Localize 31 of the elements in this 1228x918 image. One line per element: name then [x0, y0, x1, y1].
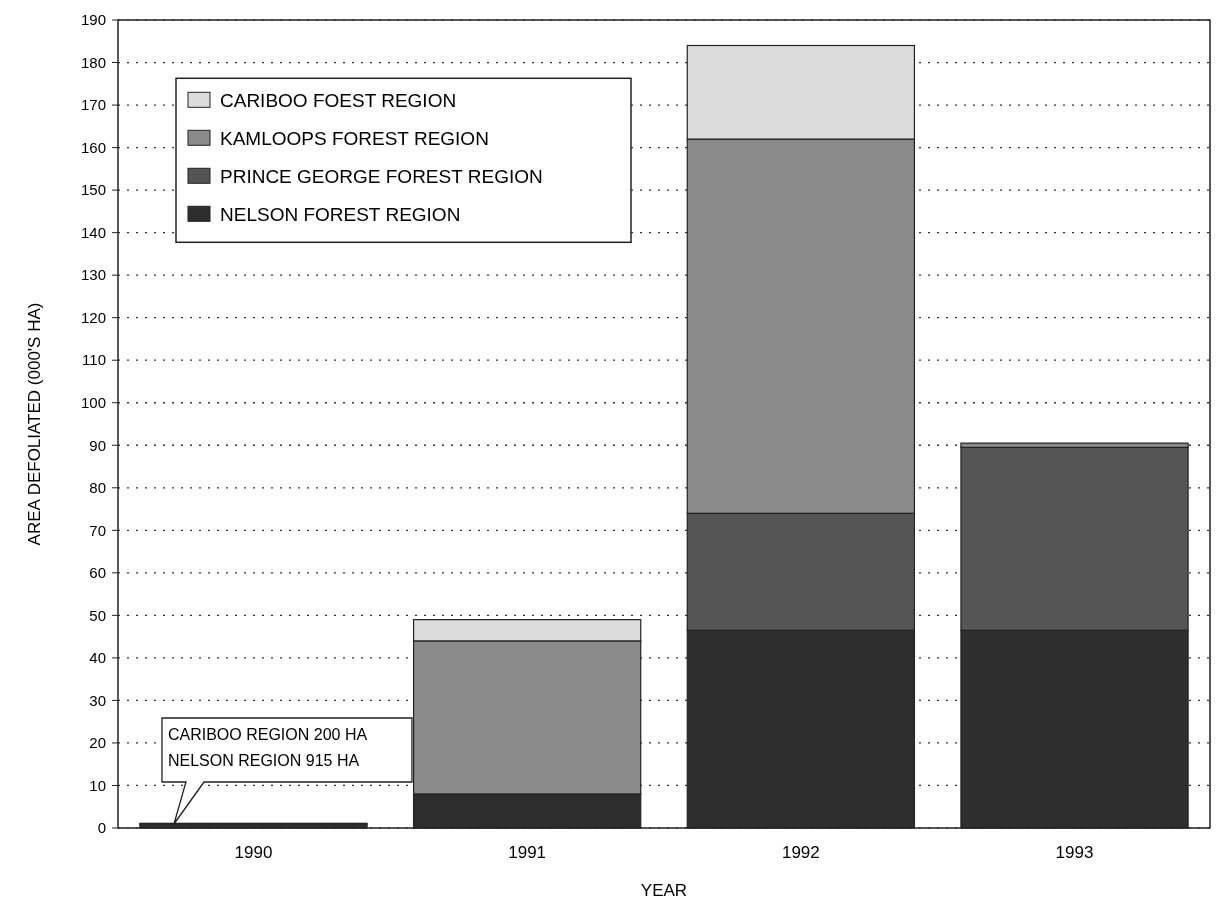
x-axis-title: YEAR: [640, 881, 688, 900]
legend-label: PRINCE GEORGE FOREST REGION: [220, 165, 543, 187]
y-tick-label: 30: [89, 691, 106, 709]
annotation: CARIBOO REGION 200 HA NELSON REGION 915 HA: [167, 726, 368, 769]
x-tick-label: 1993: [1055, 843, 1094, 862]
legend-label: KAMLOOPS FOREST REGION: [220, 127, 489, 149]
y-tick-label: 100: [80, 393, 106, 411]
y-tick-label: 130: [80, 266, 106, 284]
x-tick-label: 1990: [234, 843, 273, 862]
y-tick-label: 70: [89, 521, 106, 539]
y-tick-label: 50: [89, 606, 106, 624]
y-tick-label: 40: [89, 649, 106, 667]
y-tick-label: 120: [80, 308, 106, 326]
y-tick-label: 190: [80, 11, 106, 29]
y-tick-label: 0: [97, 819, 106, 837]
y-tick-label: 60: [89, 564, 106, 582]
y-tick-label: 150: [80, 181, 106, 199]
legend-label: NELSON FOREST REGION: [220, 203, 461, 225]
x-tick-label: 1991: [508, 843, 547, 862]
y-tick-label: 90: [89, 436, 106, 454]
y-tick-label: 110: [82, 351, 106, 369]
y-tick-label: 140: [80, 223, 106, 241]
legend-label: CARIBOO FOEST REGION: [220, 89, 457, 111]
y-tick-label: 180: [80, 53, 106, 71]
y-tick-label: 160: [80, 138, 106, 156]
x-tick-label: 1992: [781, 843, 820, 862]
y-tick-label: 20: [89, 734, 106, 752]
y-axis-title: AREA DEFOLIATED (000'S HA): [25, 302, 44, 546]
y-tick-label: 80: [89, 479, 106, 497]
y-tick-label: 10: [89, 776, 106, 794]
y-tick-label: 170: [80, 96, 106, 114]
